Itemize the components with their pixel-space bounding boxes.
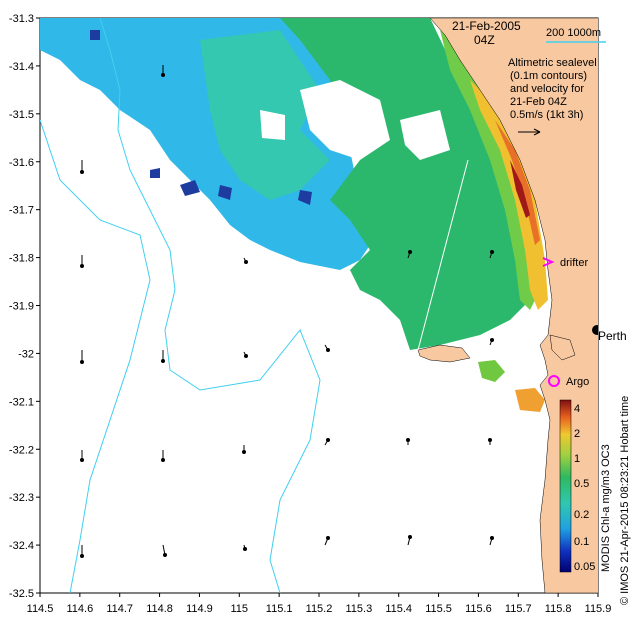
velocity-arrow xyxy=(407,535,412,546)
chl-patch-light-green xyxy=(440,30,540,310)
x-tick-label: 115.8 xyxy=(545,603,572,615)
legend-line-1: Altimetric sealevel xyxy=(508,57,597,69)
velocity-arrow xyxy=(80,255,84,268)
x-tick-label: 114.6 xyxy=(66,603,93,615)
chl-patch-yellow xyxy=(470,80,548,310)
colorbar-tick: 4 xyxy=(574,403,580,415)
velocity-arrow xyxy=(80,450,84,462)
argo-marker xyxy=(548,375,560,387)
colorbar-tick: 0.2 xyxy=(574,509,589,521)
y-tick-label: -32.2 xyxy=(9,444,34,456)
y-tick-label: -31.8 xyxy=(9,253,34,265)
isobaths xyxy=(40,18,321,593)
velocity-arrow xyxy=(489,338,494,346)
drifter-label: drifter xyxy=(560,257,588,269)
perth-marker xyxy=(592,325,598,335)
x-tick-label: 114.5 xyxy=(27,603,54,615)
legend-line-2: (0.1m contours) xyxy=(510,70,587,82)
x-tick-label: 114.8 xyxy=(146,603,173,615)
velocity-arrow xyxy=(80,160,84,174)
x-tick-label: 115.3 xyxy=(345,603,372,615)
chl-patch-red xyxy=(510,160,530,218)
velocity-arrow xyxy=(161,65,165,77)
y-tick-label: -32.3 xyxy=(9,492,34,504)
y-tick-label: -32.1 xyxy=(9,396,34,408)
x-tick-label: 115.5 xyxy=(425,603,452,615)
chl-patch-south-green xyxy=(478,360,505,382)
argo-label: Argo xyxy=(566,376,589,388)
y-tick-label: -31.6 xyxy=(9,157,34,169)
colorbar-tick: 0.5 xyxy=(574,478,589,490)
velocity-arrow xyxy=(162,544,167,557)
y-tick-label: -31.3 xyxy=(9,13,34,25)
credit-label: © IMOS 21-Apr-2015 08:23:21 Hobart time xyxy=(619,396,631,605)
chlorophyll-field xyxy=(40,18,548,412)
velocity-arrow xyxy=(161,450,165,462)
velocity-arrow xyxy=(161,350,165,363)
velocity-arrow xyxy=(242,445,246,454)
island-rottnest xyxy=(417,344,471,363)
scale-arrow xyxy=(518,128,541,136)
legend-line-3: and velocity for xyxy=(510,83,584,95)
y-tick-label: -31.7 xyxy=(9,205,34,217)
velocity-arrow xyxy=(324,438,330,446)
velocity-arrows xyxy=(80,65,494,558)
x-tick-label: 115.7 xyxy=(505,603,532,615)
x-tick-label: 115.4 xyxy=(385,603,412,615)
x-axis: 114.5 114.6 114.7 114.8 114.9 115 115.1 115.2 11… xyxy=(27,593,612,615)
colorbar-tick: 0.1 xyxy=(574,536,589,548)
velocity-arrow xyxy=(243,351,248,358)
velocity-arrow xyxy=(243,544,247,551)
y-tick-label: -31.4 xyxy=(9,61,34,73)
velocity-arrow xyxy=(324,344,330,352)
y-axis: -31.3 -31.4 -31.5 -31.6 -31.7 -31.8 -31.9 -32 -3… xyxy=(9,13,40,600)
y-tick-label: -31.9 xyxy=(9,301,34,313)
perth-label: Perth xyxy=(598,329,627,343)
x-tick-label: 114.9 xyxy=(186,603,213,615)
colorbar-ticks: 4 2 1 0.5 0.2 0.1 0.05 xyxy=(574,403,595,573)
transect-line xyxy=(417,159,469,351)
velocity-arrow xyxy=(324,536,330,546)
isobath-200m xyxy=(99,18,321,593)
island-garden xyxy=(549,334,576,361)
y-tick-label: -32 xyxy=(18,348,34,360)
colorbar-tick: 1 xyxy=(574,453,580,465)
legend-line-4: 21-Feb 04Z xyxy=(510,96,567,108)
velocity-arrow xyxy=(488,438,492,445)
velocity-arrow xyxy=(489,536,494,546)
x-tick-label: 115.9 xyxy=(585,603,612,615)
velocity-arrow xyxy=(80,350,84,364)
y-tick-label: -32.5 xyxy=(9,588,34,600)
velocity-arrow xyxy=(489,250,494,259)
velocity-arrow xyxy=(243,257,248,264)
x-tick-label: 115.1 xyxy=(266,603,293,615)
cloud-gap xyxy=(260,80,450,160)
drifter-marker xyxy=(542,257,555,267)
y-tick-label: -32.4 xyxy=(9,540,34,552)
x-tick-label: 115.2 xyxy=(306,603,333,615)
velocity-arrow xyxy=(80,545,84,558)
x-tick-label: 115 xyxy=(231,603,249,615)
date-label: 21-Feb-2005 xyxy=(452,19,521,33)
time-label: 04Z xyxy=(474,33,495,47)
land-mass xyxy=(429,18,598,593)
colorbar-tick: 0.05 xyxy=(574,561,595,573)
velocity-arrow xyxy=(406,438,410,445)
colorbar-label: MODIS Chl-a mg/m3 OC3 xyxy=(600,444,612,572)
chl-patch-south xyxy=(515,388,545,412)
y-tick-label: -31.5 xyxy=(9,109,34,121)
x-tick-label: 115.6 xyxy=(465,603,492,615)
velocity-arrow xyxy=(407,250,412,259)
colorbar-tick: 2 xyxy=(574,428,580,440)
x-tick-label: 114.7 xyxy=(106,603,133,615)
colorbar xyxy=(559,399,572,573)
legend-line-5: 0.5m/s (1kt 3h) xyxy=(510,109,583,121)
isobath-label: 200 1000m xyxy=(546,27,601,39)
isobath-1000m xyxy=(40,119,151,593)
